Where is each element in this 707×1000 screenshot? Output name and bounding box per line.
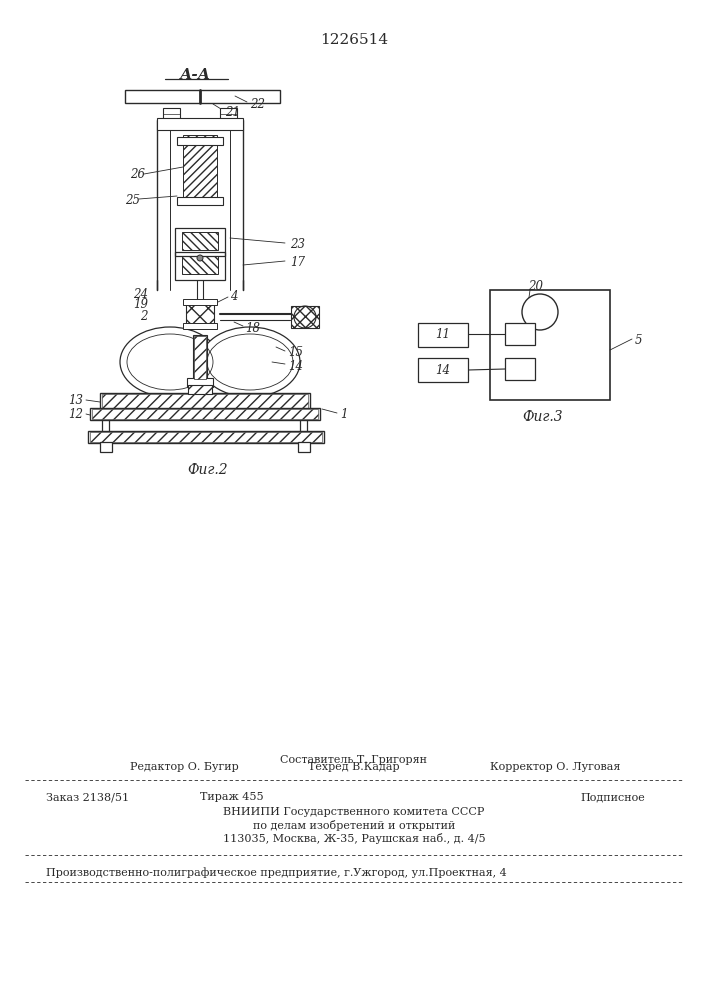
Text: 113035, Москва, Ж-35, Раушская наб., д. 4/5: 113035, Москва, Ж-35, Раушская наб., д. … xyxy=(223,833,485,844)
Bar xyxy=(490,290,610,400)
Text: Составитель Т. Григорян: Составитель Т. Григорян xyxy=(281,755,428,765)
Text: Производственно-полиграфическое предприятие, г.Ужгород, ул.Проектная, 4: Производственно-полиграфическое предприя… xyxy=(46,867,507,878)
Bar xyxy=(188,385,212,394)
Bar xyxy=(92,409,318,419)
Circle shape xyxy=(197,255,203,261)
Circle shape xyxy=(522,294,558,330)
Text: Подписное: Подписное xyxy=(580,792,645,802)
Bar xyxy=(100,393,310,409)
Bar xyxy=(177,137,223,145)
Text: 4: 4 xyxy=(230,290,238,302)
Ellipse shape xyxy=(200,327,300,397)
Bar xyxy=(175,228,225,256)
Text: Корректор О. Луговая: Корректор О. Луговая xyxy=(490,762,620,772)
Bar xyxy=(194,336,206,379)
Text: Редактор О. Бугир: Редактор О. Бугир xyxy=(130,762,239,772)
Bar xyxy=(186,303,214,325)
Text: 18: 18 xyxy=(245,322,260,334)
Text: 26: 26 xyxy=(130,168,145,182)
Bar xyxy=(505,323,535,345)
Bar xyxy=(100,442,112,452)
Bar xyxy=(157,118,243,130)
Text: 1: 1 xyxy=(340,408,348,420)
Bar xyxy=(102,394,308,408)
Text: по делам изобретений и открытий: по делам изобретений и открытий xyxy=(253,820,455,831)
Text: ВНИИПИ Государственного комитета СССР: ВНИИПИ Государственного комитета СССР xyxy=(223,807,485,817)
Text: 17: 17 xyxy=(290,256,305,269)
Bar xyxy=(418,323,468,347)
Text: 1226514: 1226514 xyxy=(320,33,388,47)
Text: Техред В.Кадар: Техред В.Кадар xyxy=(308,762,400,772)
Text: 22: 22 xyxy=(250,98,265,110)
Bar xyxy=(163,108,180,120)
Bar xyxy=(505,358,535,380)
Text: 13: 13 xyxy=(68,393,83,406)
Text: 14: 14 xyxy=(436,363,450,376)
Bar xyxy=(182,232,218,250)
Bar xyxy=(183,299,217,305)
Text: Заказ 2138/51: Заказ 2138/51 xyxy=(46,792,129,802)
Text: Фиг.2: Фиг.2 xyxy=(187,463,228,477)
Text: 20: 20 xyxy=(528,280,543,294)
Bar xyxy=(88,431,324,443)
Bar xyxy=(183,135,217,200)
Text: 24: 24 xyxy=(133,288,148,300)
Bar xyxy=(220,108,237,120)
Text: 15: 15 xyxy=(288,347,303,360)
Bar xyxy=(291,306,319,328)
Bar xyxy=(183,323,217,329)
Ellipse shape xyxy=(120,327,220,397)
Bar xyxy=(187,378,213,387)
Text: 25: 25 xyxy=(125,194,140,207)
Text: 14: 14 xyxy=(288,360,303,372)
Bar xyxy=(182,256,218,274)
Bar xyxy=(193,335,207,380)
Text: 12: 12 xyxy=(68,408,83,420)
Bar xyxy=(418,358,468,382)
Bar xyxy=(90,408,320,420)
Text: 11: 11 xyxy=(436,328,450,342)
Bar xyxy=(188,385,212,394)
Bar xyxy=(177,197,223,205)
Bar xyxy=(125,90,280,103)
Bar xyxy=(175,252,225,280)
Text: 19: 19 xyxy=(133,298,148,312)
Bar xyxy=(186,303,214,325)
Text: Фиг.3: Фиг.3 xyxy=(522,410,563,424)
Bar xyxy=(90,432,322,442)
Text: А-А: А-А xyxy=(180,68,211,82)
Text: Тираж 455: Тираж 455 xyxy=(200,792,264,802)
Text: 21: 21 xyxy=(225,106,240,119)
Text: 2: 2 xyxy=(141,310,148,324)
Text: 23: 23 xyxy=(290,238,305,251)
Bar xyxy=(298,442,310,452)
Text: 5: 5 xyxy=(635,334,643,347)
